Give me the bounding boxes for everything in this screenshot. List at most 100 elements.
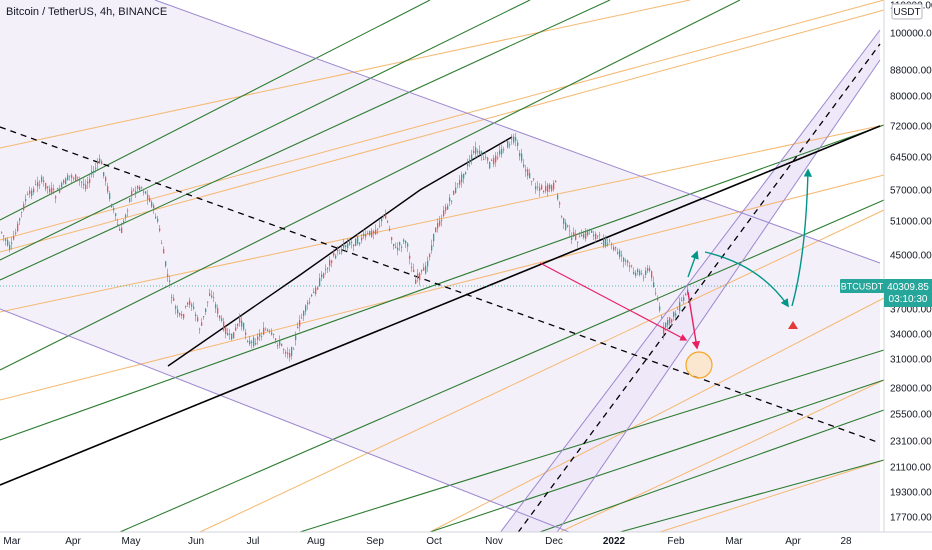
candle-body bbox=[467, 163, 469, 167]
candle-body bbox=[165, 261, 167, 267]
candle-body bbox=[659, 306, 661, 311]
candle-body bbox=[167, 274, 169, 277]
candle-body bbox=[405, 240, 407, 244]
currency-button[interactable]: USDT bbox=[891, 3, 923, 20]
candle-body bbox=[47, 186, 49, 188]
candle-body bbox=[267, 329, 269, 331]
candle-body bbox=[451, 200, 453, 202]
symbol-label: BTCUSDT bbox=[841, 282, 884, 292]
candle-body bbox=[407, 243, 409, 247]
candle-body bbox=[113, 208, 115, 211]
candle-body bbox=[543, 190, 545, 192]
candle-body bbox=[173, 298, 175, 301]
candle-body bbox=[295, 335, 297, 341]
candle-body bbox=[623, 257, 625, 262]
candle-body bbox=[585, 232, 587, 239]
candle-body bbox=[329, 259, 331, 266]
price-tick-label: 37000.00 bbox=[890, 305, 932, 316]
candle-body bbox=[269, 330, 271, 332]
price-tick-label: 17700.00 bbox=[890, 513, 932, 524]
candle-body bbox=[513, 136, 515, 143]
green-fan-line bbox=[299, 349, 885, 533]
pink-projection-arrow-short bbox=[687, 291, 701, 350]
candle-body bbox=[343, 244, 345, 248]
candle-body bbox=[667, 320, 669, 326]
candle-body bbox=[671, 319, 673, 323]
candle-body bbox=[27, 194, 29, 195]
candle-body bbox=[535, 186, 537, 190]
candle-body bbox=[181, 314, 183, 316]
time-axis-ticks: Mar Apr May Jun Jul Aug Sep Oct Nov Dec 2022 Feb Mar… bbox=[3, 536, 852, 547]
pink-projection-arrow-long bbox=[539, 262, 688, 341]
rising-channel-right bbox=[544, 59, 881, 550]
candle-body bbox=[495, 155, 497, 163]
candle-body bbox=[479, 150, 481, 155]
candle-body bbox=[499, 150, 501, 155]
candle-body bbox=[285, 351, 287, 354]
candle-body bbox=[175, 306, 177, 309]
price-tick-label: 57000.00 bbox=[890, 186, 932, 197]
candle-body bbox=[241, 320, 243, 327]
candle-body bbox=[141, 187, 143, 188]
candle-body bbox=[83, 183, 85, 186]
candle-body bbox=[489, 162, 491, 169]
candle-body bbox=[509, 144, 511, 146]
candle-body bbox=[553, 182, 555, 190]
candle-body bbox=[433, 233, 435, 242]
candle-body bbox=[331, 260, 333, 263]
candle-body bbox=[279, 340, 281, 346]
candle-body bbox=[579, 236, 581, 238]
candle-body bbox=[411, 267, 413, 268]
price-tick-label: 88000.00 bbox=[890, 66, 932, 77]
candle-body bbox=[461, 174, 463, 183]
candle-body bbox=[425, 265, 427, 274]
candle-body bbox=[31, 190, 33, 197]
candle-body bbox=[321, 274, 323, 278]
candle-body bbox=[179, 313, 181, 316]
candle-body bbox=[641, 273, 643, 274]
candle-body bbox=[381, 218, 383, 222]
candle-body bbox=[569, 230, 571, 232]
price-tick-label: 34000.00 bbox=[890, 330, 932, 341]
candle-body bbox=[523, 164, 525, 167]
candle-body bbox=[485, 157, 487, 158]
orange-fan-line bbox=[0, 174, 885, 401]
candle-body bbox=[349, 241, 351, 245]
time-tick-label: Mar bbox=[3, 536, 21, 547]
candle-body bbox=[449, 197, 451, 202]
candle-body bbox=[189, 300, 191, 305]
candle-body bbox=[125, 214, 127, 218]
countdown-value: 03:10:30 bbox=[889, 294, 928, 305]
candle-body bbox=[369, 230, 371, 236]
candle-body bbox=[583, 233, 585, 238]
candle-body bbox=[293, 348, 295, 350]
candle-body bbox=[97, 160, 99, 164]
candle-body bbox=[409, 255, 411, 259]
candle-body bbox=[223, 321, 225, 331]
candle-body bbox=[43, 180, 45, 183]
candle-body bbox=[563, 218, 565, 224]
candle-body bbox=[341, 249, 343, 253]
time-tick-label: 2022 bbox=[603, 536, 626, 547]
candle-body bbox=[107, 186, 109, 192]
candle-body bbox=[55, 196, 57, 199]
candle-body bbox=[205, 308, 207, 313]
candle-body bbox=[209, 293, 211, 296]
candle-body bbox=[587, 231, 589, 236]
candle-body bbox=[383, 215, 385, 217]
candle-body bbox=[459, 179, 461, 185]
candle-body bbox=[7, 240, 9, 246]
green-fan-line bbox=[619, 459, 885, 533]
candle-body bbox=[201, 322, 203, 326]
candle-body bbox=[229, 333, 231, 335]
candle-body bbox=[49, 188, 51, 193]
candle-body bbox=[375, 229, 377, 235]
candle-body bbox=[373, 231, 375, 234]
candle-body bbox=[87, 181, 89, 184]
candle-body bbox=[307, 302, 309, 305]
candle-body bbox=[627, 260, 629, 263]
candle-body bbox=[271, 332, 273, 335]
candle-body bbox=[115, 213, 117, 216]
candle-body bbox=[683, 297, 685, 301]
